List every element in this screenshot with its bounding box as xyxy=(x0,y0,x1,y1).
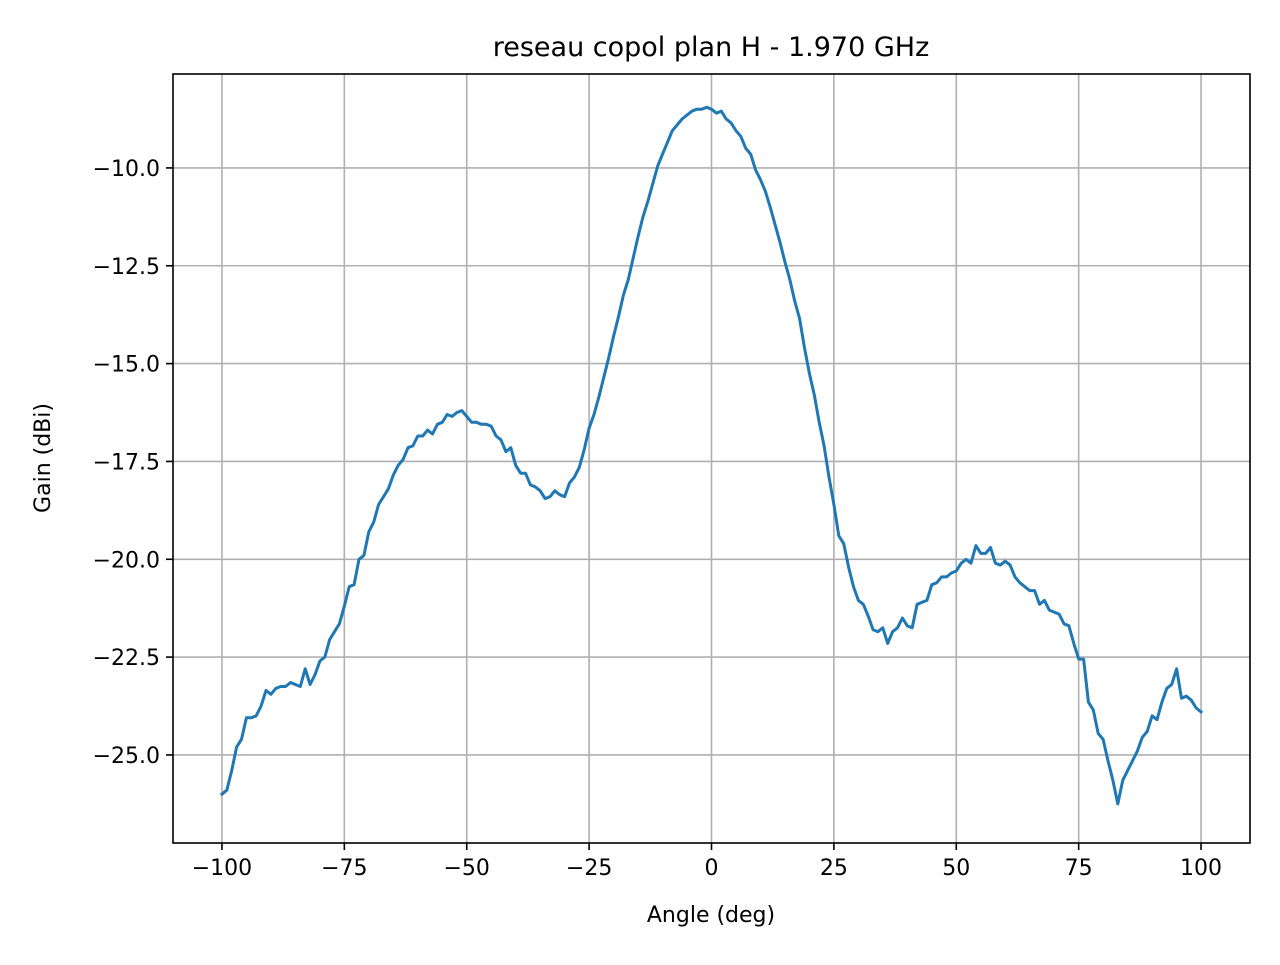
y-tick-label: −10.0 xyxy=(93,157,160,182)
x-axis-label: Angle (deg) xyxy=(647,903,775,928)
x-tick-label: 100 xyxy=(1180,856,1222,881)
x-tick-label: 0 xyxy=(705,856,719,881)
series-line xyxy=(219,105,1204,806)
y-tick-label: −20.0 xyxy=(93,548,160,573)
x-tick-label: −75 xyxy=(321,856,367,881)
y-tick-label: −15.0 xyxy=(93,353,160,378)
x-tick-label: −100 xyxy=(192,856,252,881)
y-axis-label: Gain (dBi) xyxy=(31,403,56,513)
ticks: −100 −75 −50 −25 0 25 50 75 100 −10.0 −12.5 −15.0 −1… xyxy=(93,157,1222,881)
y-tick-label: −17.5 xyxy=(93,450,160,475)
chart-title: reseau copol plan H - 1.970 GHz xyxy=(493,32,930,63)
x-tick-label: 75 xyxy=(1065,856,1093,881)
x-tick-label: −50 xyxy=(444,856,490,881)
y-tick-label: −25.0 xyxy=(93,744,160,769)
y-tick-label: −12.5 xyxy=(93,255,160,280)
y-tick-label: −22.5 xyxy=(93,646,160,671)
x-tick-label: 25 xyxy=(820,856,848,881)
grid-lines xyxy=(173,74,1250,843)
x-tick-label: −25 xyxy=(566,856,612,881)
series-layer xyxy=(219,105,1204,806)
x-tick-label: 50 xyxy=(942,856,970,881)
